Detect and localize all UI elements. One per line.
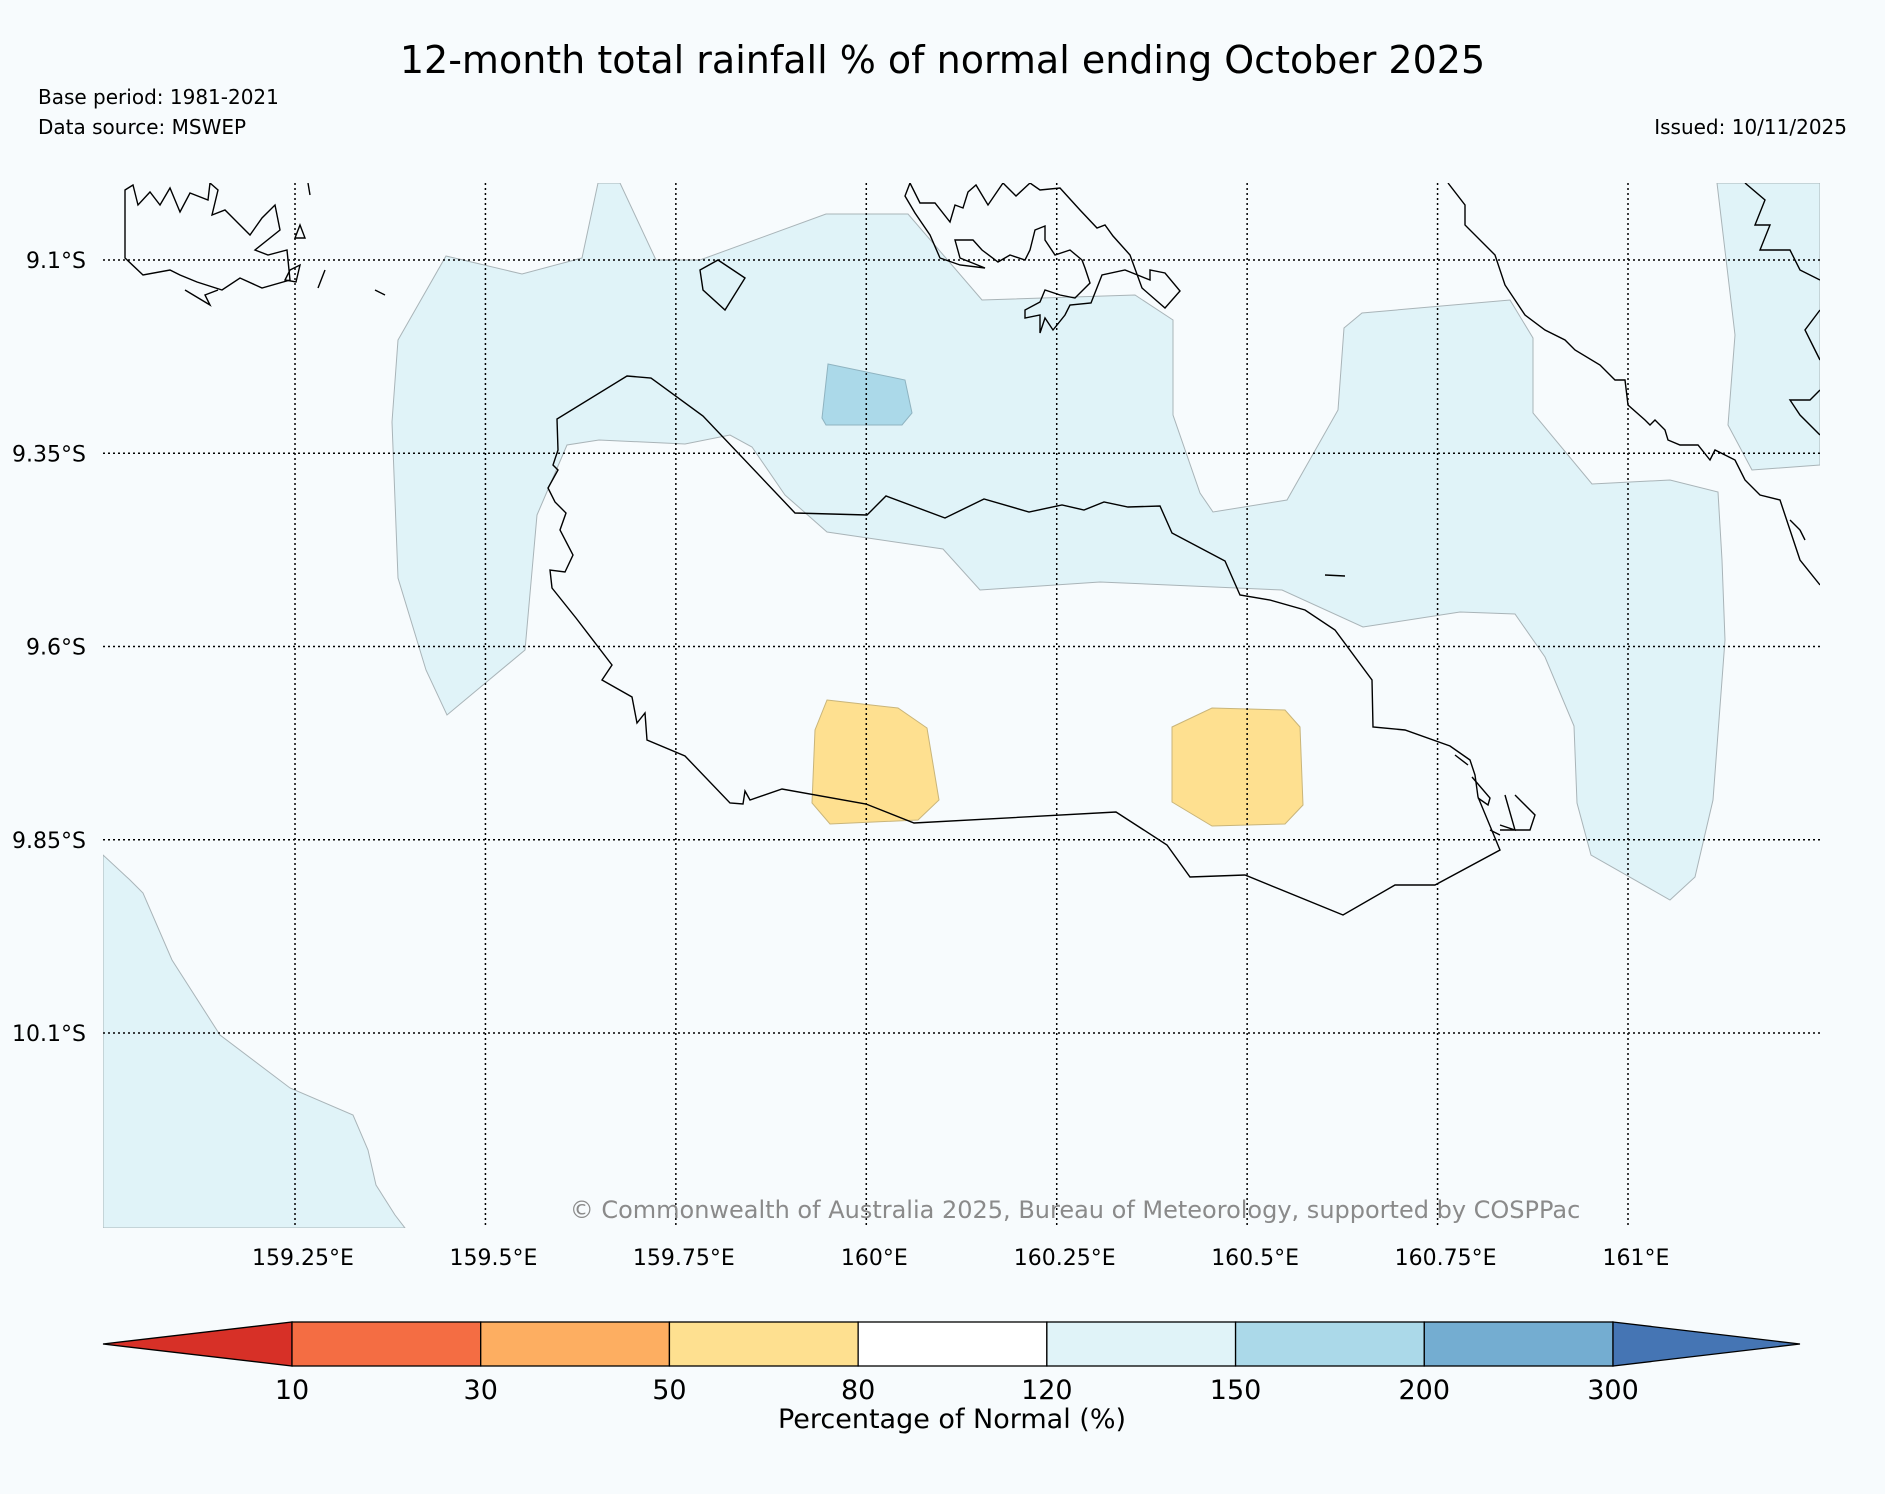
colorbar-segment <box>480 1321 671 1367</box>
coastline-malaita-north <box>1744 183 1820 281</box>
colorbar-tick-label: 200 <box>1399 1375 1451 1406</box>
colorbar-segment <box>291 1321 482 1367</box>
longitude-tick-label: 160°E <box>841 1246 908 1271</box>
coastline-malaita <box>1447 183 1820 586</box>
coastline-reef-2 <box>1789 519 1806 541</box>
colorbar-segment <box>1046 1321 1237 1367</box>
colorbar-legend: 10 30 50 80 120 150 200 300 <box>102 1321 1801 1406</box>
base-period-label: Base period: 1981-2021 <box>38 85 279 109</box>
map-plot-area: © Commonwealth of Australia 2025, Bureau… <box>103 183 1820 1228</box>
colorbar-extend-low <box>102 1321 293 1367</box>
coastline-reef-1 <box>1454 754 1469 766</box>
issued-date-label: Issued: 10/11/2025 <box>1654 115 1847 139</box>
coastline-small-isle-2 <box>293 223 307 239</box>
rainfall-region-50-80-east <box>1171 707 1304 827</box>
graticule <box>103 183 1820 1228</box>
rainfall-region-120-150-north <box>391 183 1726 901</box>
longitude-tick-label: 161°E <box>1603 1246 1670 1271</box>
data-source-label: Data source: MSWEP <box>38 115 247 139</box>
rainfall-region-50-80-west <box>811 699 940 825</box>
colorbar-title: Percentage of Normal (%) <box>778 1404 1126 1435</box>
coastline-malaita-east <box>1804 309 1820 361</box>
colorbar-tick-label: 10 <box>275 1375 309 1406</box>
rainfall-region-120-150-southwest <box>103 854 406 1228</box>
colorbar-segment <box>1423 1321 1614 1367</box>
coastlines <box>124 183 1820 916</box>
latitude-labels: 9.1°S 9.35°S 9.6°S 9.85°S 10.1°S <box>12 249 86 1047</box>
longitude-tick-label: 160.5°E <box>1211 1246 1299 1271</box>
map-title: 12-month total rainfall % of normal endi… <box>399 38 1486 82</box>
coastline-savo-island <box>699 259 746 312</box>
coastline-guadalcanal <box>547 375 1501 916</box>
colorbar-extend-high <box>1612 1321 1801 1367</box>
colorbar-tick-label: 30 <box>464 1375 498 1406</box>
rainfall-region-120-150-northeast <box>1716 183 1820 471</box>
coastline-small-isle-7 <box>1324 574 1346 577</box>
latitude-tick-label: 9.1°S <box>26 249 86 274</box>
colorbar-tick-label: 300 <box>1587 1375 1639 1406</box>
coastline-russell-islands <box>124 183 291 291</box>
longitude-tick-label: 160.75°E <box>1395 1246 1497 1271</box>
colorbar-tick-label: 80 <box>841 1375 875 1406</box>
coastline-malaita-east-2 <box>1788 389 1820 436</box>
colorbar-segment <box>857 1321 1048 1367</box>
coastline-small-isle-4 <box>317 269 326 289</box>
coastline-small-isle-1 <box>184 289 219 307</box>
latitude-tick-label: 9.35°S <box>12 442 86 467</box>
coastline-small-isle-6 <box>307 183 311 196</box>
coastline-small-isle-3 <box>283 263 302 283</box>
colorbar-tick-label: 50 <box>652 1375 686 1406</box>
coastline-small-isle-5 <box>374 289 386 296</box>
colorbar-segment <box>668 1321 859 1367</box>
longitude-labels: 159.25°E 159.5°E 159.75°E 160°E 160.25°E 160.… <box>252 1246 1669 1271</box>
longitude-tick-label: 159.25°E <box>252 1246 354 1271</box>
coastline-florida-islands <box>904 183 1181 334</box>
colorbar-segment <box>1234 1321 1425 1367</box>
latitude-tick-label: 9.85°S <box>12 829 86 854</box>
colorbar-tick-label: 150 <box>1210 1375 1262 1406</box>
latitude-tick-label: 9.6°S <box>26 636 86 661</box>
colorbar-tick-label: 120 <box>1021 1375 1073 1406</box>
latitude-tick-label: 10.1°S <box>12 1022 86 1047</box>
longitude-tick-label: 160.25°E <box>1014 1246 1116 1271</box>
copyright-notice: © Commonwealth of Australia 2025, Bureau… <box>570 1196 1581 1224</box>
longitude-tick-label: 159.75°E <box>633 1246 735 1271</box>
longitude-tick-label: 159.5°E <box>449 1246 537 1271</box>
coastline-cape-east <box>1471 776 1536 836</box>
